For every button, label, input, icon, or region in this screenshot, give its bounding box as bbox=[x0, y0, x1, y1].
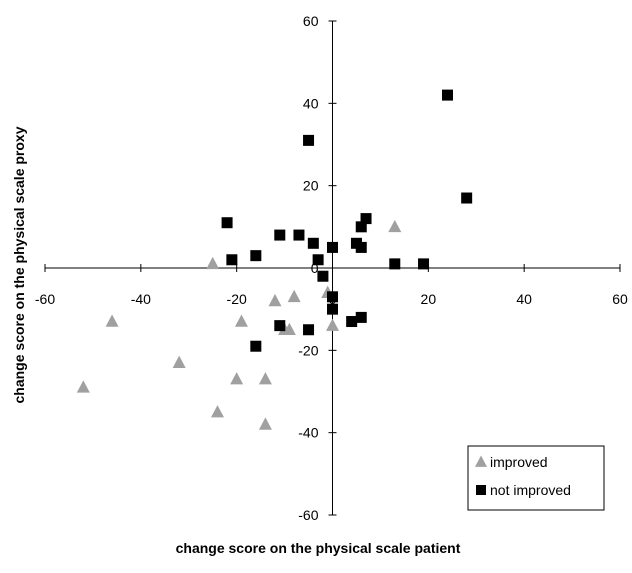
y-tick-label: -40 bbox=[298, 425, 318, 441]
x-axis-title: change score on the physical scale patie… bbox=[176, 540, 461, 556]
point-not-improved bbox=[461, 192, 473, 204]
point-not-improved bbox=[346, 316, 358, 328]
point-not-improved bbox=[274, 320, 286, 332]
point-improved bbox=[230, 372, 244, 385]
point-improved bbox=[234, 314, 248, 327]
data-points bbox=[76, 89, 473, 430]
point-not-improved bbox=[303, 134, 315, 146]
point-not-improved bbox=[389, 258, 401, 270]
legend-label-not-improved: not improved bbox=[490, 482, 571, 498]
x-tick-label: -40 bbox=[131, 291, 151, 307]
point-not-improved bbox=[312, 254, 324, 266]
x-tick-label: 20 bbox=[421, 291, 437, 307]
point-not-improved bbox=[355, 311, 367, 323]
point-not-improved bbox=[360, 213, 372, 225]
point-improved bbox=[282, 322, 296, 336]
point-improved bbox=[287, 289, 301, 303]
point-not-improved bbox=[274, 229, 286, 241]
x-tick-label: -60 bbox=[35, 291, 55, 307]
point-improved bbox=[172, 355, 186, 368]
point-not-improved bbox=[317, 270, 329, 282]
y-tick-group: 60 40 20 0 -20 -40 -60 bbox=[298, 13, 337, 523]
y-tick-label: -20 bbox=[298, 342, 318, 358]
point-not-improved bbox=[307, 237, 319, 249]
legend-marker-not-improved bbox=[476, 485, 486, 495]
point-improved bbox=[76, 380, 90, 393]
y-axis-title: change score on the physical scale proxy bbox=[11, 126, 27, 403]
legend: improved not improved bbox=[467, 445, 605, 511]
point-improved bbox=[258, 372, 272, 385]
point-not-improved bbox=[250, 250, 262, 262]
point-not-improved bbox=[303, 324, 315, 336]
point-not-improved bbox=[327, 291, 338, 303]
point-improved bbox=[258, 417, 272, 430]
y-tick-label: -60 bbox=[298, 507, 318, 523]
point-improved bbox=[211, 405, 224, 418]
point-not-improved bbox=[293, 229, 305, 241]
point-improved bbox=[105, 314, 119, 327]
legend-box bbox=[467, 445, 605, 511]
point-not-improved bbox=[355, 241, 367, 253]
y-tick-label: 60 bbox=[303, 13, 319, 29]
x-tick-label: 60 bbox=[612, 291, 628, 307]
point-not-improved bbox=[226, 254, 238, 266]
y-tick-label: 40 bbox=[303, 95, 319, 111]
point-not-improved bbox=[418, 258, 430, 270]
y-tick-label: 0 bbox=[311, 260, 319, 276]
point-not-improved bbox=[355, 221, 367, 233]
point-not-improved bbox=[327, 303, 338, 315]
point-improved bbox=[326, 318, 339, 331]
point-not-improved bbox=[442, 89, 453, 101]
legend-label-improved: improved bbox=[490, 454, 548, 470]
y-tick-label: 20 bbox=[303, 178, 319, 194]
point-improved bbox=[388, 219, 402, 233]
x-tick-label: 40 bbox=[516, 291, 532, 307]
point-not-improved bbox=[221, 217, 233, 229]
point-not-improved bbox=[327, 241, 338, 253]
legend-marker-improved bbox=[475, 455, 487, 467]
point-not-improved bbox=[250, 340, 262, 352]
x-tick-label: -20 bbox=[227, 291, 247, 307]
point-improved bbox=[268, 293, 282, 307]
point-improved bbox=[206, 256, 220, 270]
